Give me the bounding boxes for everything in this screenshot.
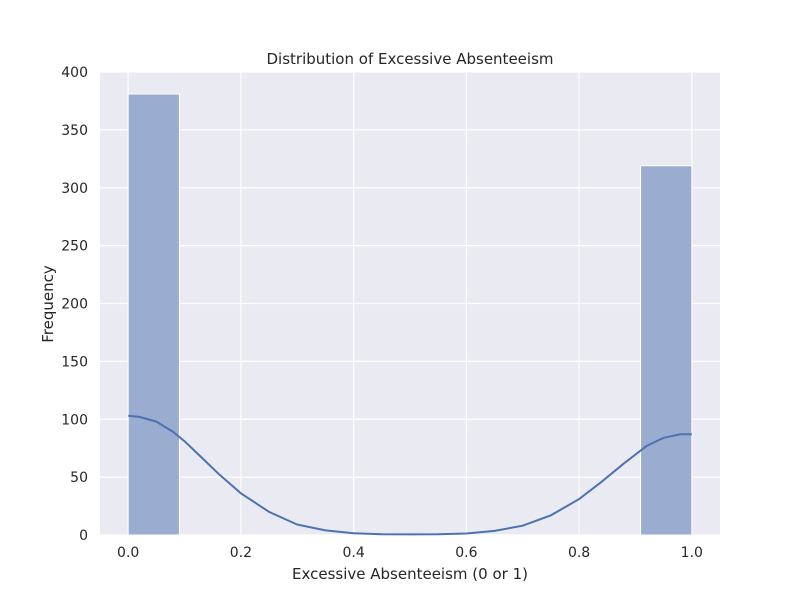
y-tick-label: 100 xyxy=(61,412,88,428)
y-axis-label: Frequency xyxy=(39,265,57,343)
y-tick-label: 400 xyxy=(61,65,88,81)
histogram-bar xyxy=(640,165,693,536)
x-tick-label: 0.4 xyxy=(343,545,365,561)
y-axis-ticks: 0 50 100 150 200 250 300 350 400 xyxy=(61,65,88,544)
y-tick-label: 50 xyxy=(70,470,88,486)
histogram-bar xyxy=(127,93,180,536)
y-tick-label: 0 xyxy=(79,528,88,544)
kde-curve xyxy=(128,414,692,536)
chart-title: Distribution of Excessive Absenteeism xyxy=(266,50,553,68)
x-tick-label: 1.0 xyxy=(681,545,703,561)
x-tick-label: 0.2 xyxy=(230,545,252,561)
x-tick-label: 0.8 xyxy=(568,545,590,561)
y-tick-label: 150 xyxy=(61,354,88,370)
y-tick-label: 200 xyxy=(61,297,88,313)
x-tick-label: 0.0 xyxy=(117,545,139,561)
x-axis-ticks: 0.0 0.2 0.4 0.6 0.8 1.0 xyxy=(117,545,703,561)
y-tick-label: 300 xyxy=(61,181,88,197)
x-axis-label: Excessive Absenteeism (0 or 1) xyxy=(292,565,528,583)
histogram-bars xyxy=(127,93,693,536)
y-tick-label: 250 xyxy=(61,239,88,255)
x-tick-label: 0.6 xyxy=(455,545,477,561)
y-tick-label: 350 xyxy=(61,123,88,139)
